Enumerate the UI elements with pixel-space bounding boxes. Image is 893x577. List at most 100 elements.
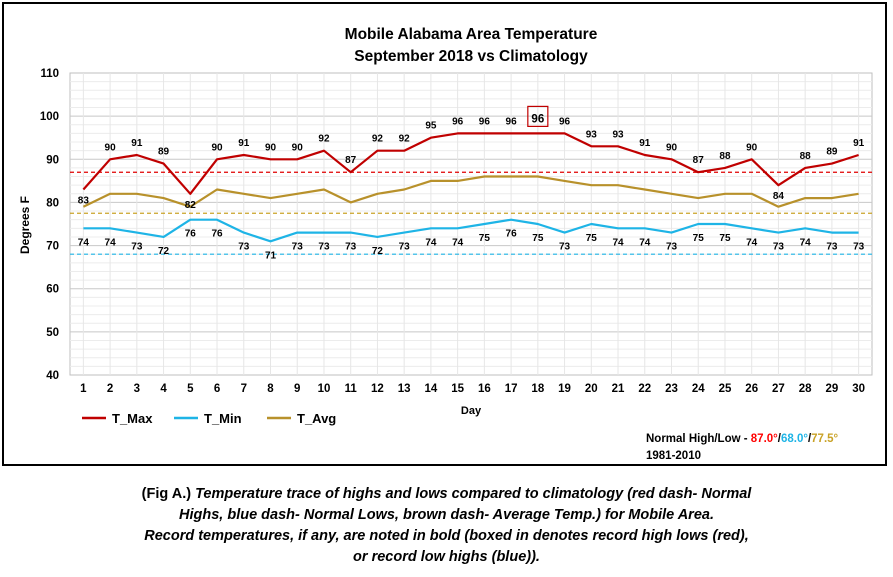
tmin-data-label: 75	[586, 233, 598, 244]
tmax-data-label: 83	[78, 195, 90, 206]
tmin-data-label: 73	[238, 242, 250, 253]
y-tick-label: 110	[40, 68, 59, 80]
tmax-data-label: 95	[425, 121, 437, 132]
x-tick-label: 4	[160, 383, 167, 395]
tmax-data-label: 92	[399, 134, 411, 145]
tmax-data-label: 96	[452, 116, 464, 127]
tmin-data-label: 73	[318, 242, 330, 253]
tmax-data-label: 96	[559, 116, 571, 127]
y-axis-label: Degrees F	[18, 196, 32, 254]
series-line-t-avg	[82, 175, 859, 208]
x-tick-label: 14	[425, 383, 438, 395]
tmin-data-label: 76	[211, 229, 223, 240]
normals-sep-2: /	[808, 433, 812, 445]
series-line-t-min	[83, 218, 859, 243]
tmin-data-label: 76	[506, 229, 518, 240]
x-tick-label: 29	[826, 383, 839, 395]
tmin-data-label: 74	[612, 237, 624, 248]
normal-avg-value: 77.5°	[811, 433, 838, 445]
normals-note: Normal High/Low - 87.0°/68.0°/77.5°	[646, 433, 839, 445]
x-tick-label: 15	[451, 383, 464, 395]
legend-label: T_Avg	[297, 411, 336, 426]
x-tick-label: 5	[187, 383, 194, 395]
tmin-data-label: 75	[532, 233, 544, 244]
series	[82, 132, 859, 243]
x-tick-label: 21	[612, 383, 625, 395]
tmin-data-label: 73	[131, 242, 143, 253]
tmin-data-label: 76	[185, 229, 197, 240]
tmin-data-label: 74	[78, 237, 90, 248]
y-tick-label: 70	[46, 241, 59, 253]
x-tick-label: 19	[558, 383, 571, 395]
x-tick-label: 22	[638, 383, 651, 395]
x-tick-label: 10	[318, 383, 331, 395]
tmax-data-label: 89	[158, 147, 170, 158]
chart-subtitle: September 2018 vs Climatology	[354, 48, 588, 65]
x-tick-label: 20	[585, 383, 598, 395]
tmax-data-label: 92	[372, 134, 384, 145]
tmin-data-label: 75	[479, 233, 491, 244]
tmin-data-label: 72	[372, 246, 384, 257]
tmax-data-label: 91	[238, 138, 250, 149]
normals-period: 1981-2010	[646, 450, 701, 462]
tmax-data-label: 90	[265, 142, 277, 153]
y-tick-label: 80	[46, 197, 59, 209]
tmax-data-label: 96	[479, 116, 491, 127]
tmin-data-label: 73	[666, 242, 678, 253]
tmin-data-label: 73	[399, 242, 411, 253]
series-line-t-max	[82, 132, 859, 195]
tmax-data-label: 88	[719, 151, 731, 162]
x-tick-label: 24	[692, 383, 705, 395]
tmax-data-label: 93	[612, 129, 624, 140]
x-axis-label: Day	[461, 405, 482, 417]
x-tick-label: 3	[134, 383, 140, 395]
y-tick-label: 100	[40, 111, 59, 123]
caption-line-4: or record low highs (blue)).	[353, 549, 540, 565]
tmin-data-label: 73	[559, 242, 571, 253]
x-tick-label: 13	[398, 383, 411, 395]
data-labels: 83 90 91 89 82 90 91 90 90 92 87 92 92 95 96 96 96 96 96 93…	[78, 105, 865, 261]
x-tick-label: 26	[745, 383, 758, 395]
x-tick-label: 8	[267, 383, 274, 395]
tmax-data-label: 92	[318, 134, 330, 145]
tmax-data-label: 91	[639, 138, 651, 149]
tmin-data-label: 74	[452, 237, 464, 248]
tmax-data-label: 91	[131, 138, 143, 149]
legend: T_Max T_Min T_Avg	[82, 411, 336, 426]
tmax-data-label: 87	[345, 155, 357, 166]
y-tick-label: 60	[46, 284, 59, 296]
tmax-data-label: 88	[800, 151, 812, 162]
tmax-data-label: 91	[853, 138, 865, 149]
chart-title: Mobile Alabama Area Temperature	[345, 26, 598, 43]
tmin-data-label: 71	[265, 250, 277, 261]
x-tick-label: 6	[214, 383, 220, 395]
tmax-data-label: 96	[531, 113, 544, 125]
figure-caption: (Fig A.) Temperature trace of highs and …	[0, 484, 893, 568]
x-tick-label: 27	[772, 383, 785, 395]
tmin-data-label: 73	[826, 242, 838, 253]
temperature-chart: Mobile Alabama Area Temperature Septembe…	[18, 26, 873, 462]
tmax-data-label: 96	[506, 116, 518, 127]
tmin-data-label: 74	[639, 237, 651, 248]
tmax-data-label: 90	[211, 142, 223, 153]
caption-line-3: Record temperatures, if any, are noted i…	[144, 528, 749, 544]
tmin-data-label: 73	[292, 242, 304, 253]
chart-frame	[2, 2, 887, 466]
x-tick-label: 23	[665, 383, 678, 395]
tmin-data-label: 75	[693, 233, 705, 244]
legend-label: T_Min	[204, 411, 242, 426]
tmax-data-label: 87	[693, 155, 705, 166]
normal-low-value: 68.0°	[781, 433, 808, 445]
tmin-data-label: 73	[773, 242, 785, 253]
legend-label: T_Max	[112, 411, 153, 426]
x-tick-label: 25	[719, 383, 732, 395]
tmin-data-label: 74	[746, 237, 758, 248]
y-tick-label: 90	[46, 154, 59, 166]
caption-line-2: Highs, blue dash- Normal Lows, brown das…	[179, 507, 714, 523]
caption-line-1-text: Temperature trace of highs and lows comp…	[195, 486, 752, 502]
tmax-data-label: 82	[185, 200, 197, 211]
x-tick-label: 9	[294, 383, 300, 395]
tmax-data-label: 90	[746, 142, 758, 153]
tmin-data-label: 74	[105, 237, 117, 248]
